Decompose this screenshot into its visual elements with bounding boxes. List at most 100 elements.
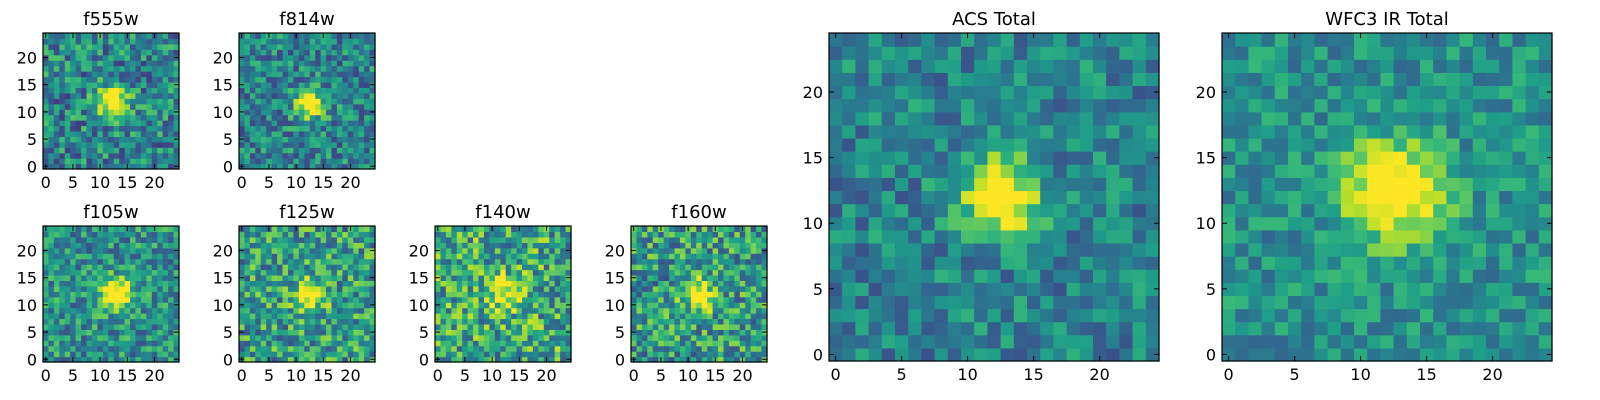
- heatmap-cell: [64, 226, 71, 233]
- heatmap-cell: [1446, 164, 1461, 178]
- heatmap-cell: [829, 229, 843, 244]
- heatmap-cell: [761, 296, 768, 303]
- heatmap-cell: [636, 247, 643, 254]
- heatmap-cell: [113, 60, 120, 67]
- heatmap-cell: [473, 340, 480, 347]
- heatmap-cell: [1000, 269, 1015, 283]
- heatmap-cell: [287, 323, 294, 330]
- heatmap-cell: [48, 92, 55, 99]
- heatmap-cell: [868, 229, 883, 244]
- heatmap-cell: [124, 318, 131, 325]
- heatmap-cell: [119, 258, 126, 265]
- heatmap-cell: [260, 147, 267, 154]
- heatmap-cell: [358, 81, 365, 88]
- heatmap-cell: [674, 236, 681, 243]
- heatmap-cell: [761, 323, 768, 330]
- heatmap-cell: [336, 43, 343, 50]
- heatmap-cell: [467, 274, 474, 281]
- heatmap-cell: [102, 38, 109, 45]
- heatmap-cell: [255, 141, 262, 148]
- heatmap-cell: [1119, 177, 1134, 192]
- heatmap-cell: [70, 302, 77, 309]
- heatmap-cell: [331, 269, 338, 276]
- heatmap-cell: [494, 340, 501, 347]
- heatmap-cell: [483, 296, 490, 303]
- heatmap-cell: [255, 351, 262, 358]
- heatmap-cell: [868, 321, 883, 336]
- heatmap-cell: [456, 242, 463, 249]
- heatmap-cell: [1354, 229, 1368, 244]
- heatmap-cell: [511, 226, 518, 233]
- heatmap-cell: [168, 33, 175, 40]
- heatmap-cell: [287, 109, 294, 116]
- heatmap-cell: [652, 264, 659, 271]
- heatmap-cell: [53, 318, 60, 325]
- heatmap-cell: [961, 124, 975, 139]
- heatmap-cell: [255, 334, 262, 341]
- heatmap-cell: [239, 158, 246, 165]
- heatmap-cell: [1000, 164, 1015, 178]
- heatmap-cell: [130, 226, 137, 233]
- heatmap-cell: [239, 71, 246, 78]
- heatmap-cell: [168, 313, 175, 320]
- heatmap-cell: [1145, 321, 1160, 336]
- heatmap-cell: [1393, 216, 1408, 231]
- heatmap-cell: [244, 351, 251, 358]
- heatmap-cell: [679, 274, 686, 281]
- heatmap-cell: [560, 274, 567, 281]
- heatmap-cell: [1538, 242, 1553, 257]
- heatmap-cell: [140, 296, 147, 303]
- heatmap-cell: [70, 291, 77, 298]
- heatmap-cell: [745, 226, 752, 233]
- heatmap-cell: [64, 49, 71, 56]
- heatmap-cell: [135, 130, 142, 137]
- heatmap-cell: [91, 98, 98, 105]
- heatmap-cell: [881, 85, 896, 100]
- heatmap-cell: [81, 92, 88, 99]
- heatmap-cell: [739, 253, 746, 260]
- heatmap-cell: [1013, 190, 1028, 205]
- heatmap-cell: [59, 76, 66, 83]
- heatmap-cell: [168, 236, 175, 243]
- heatmap-cell: [282, 247, 289, 254]
- heatmap-cell: [102, 125, 109, 132]
- heatmap-cell: [331, 60, 338, 67]
- heatmap-cell: [157, 307, 164, 314]
- heatmap-cell: [1314, 321, 1329, 336]
- heatmap-cell: [1222, 216, 1236, 231]
- heatmap-cell: [364, 236, 371, 243]
- heatmap-cell: [353, 92, 360, 99]
- heatmap-cell: [358, 54, 365, 61]
- heatmap-cell: [881, 334, 896, 349]
- heatmap-cell: [271, 65, 278, 72]
- heatmap-cell: [326, 65, 333, 72]
- heatmap-cell: [674, 351, 681, 358]
- heatmap-cell: [315, 43, 322, 50]
- heatmap-cell: [304, 351, 311, 358]
- heatmap-cell: [277, 125, 284, 132]
- heatmap-cell: [97, 43, 104, 50]
- heatmap-cell: [451, 291, 458, 298]
- heatmap-cell: [1145, 59, 1160, 73]
- heatmap-cell: [244, 269, 251, 276]
- heatmap-cell: [1053, 203, 1068, 218]
- heatmap-cell: [331, 242, 338, 249]
- heatmap-cell: [97, 87, 104, 94]
- heatmap-cell: [266, 120, 273, 127]
- heatmap-cell: [102, 269, 109, 276]
- heatmap-cell: [364, 313, 371, 320]
- heatmap-cell: [987, 282, 1002, 296]
- heatmap-cell: [298, 103, 305, 110]
- heatmap-cell: [745, 296, 752, 303]
- heatmap-cell: [543, 334, 550, 341]
- heatmap-cell: [124, 49, 131, 56]
- heatmap-cell: [734, 318, 741, 325]
- heatmap-cell: [761, 253, 768, 260]
- heatmap-cell: [298, 109, 305, 116]
- heatmap-cell: [130, 313, 137, 320]
- heatmap-cell: [473, 307, 480, 314]
- heatmap-cell: [140, 114, 147, 121]
- heatmap-cell: [750, 334, 757, 341]
- heatmap-cell: [647, 285, 654, 292]
